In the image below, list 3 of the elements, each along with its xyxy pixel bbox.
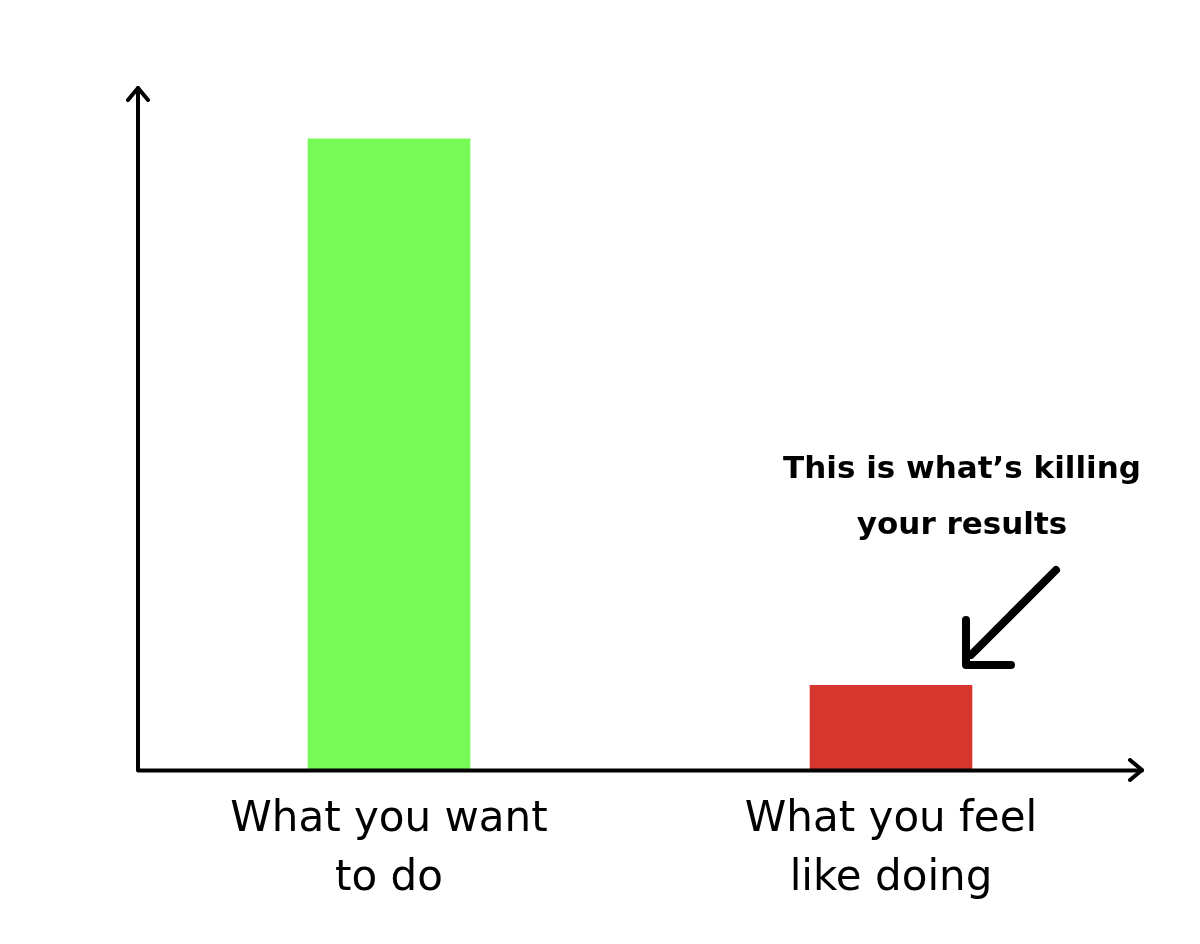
x-tick-label: What you feel like doing — [744, 791, 1038, 900]
x-tick-label: What you want to do — [230, 791, 548, 900]
annotation: This is what’s killing your results — [783, 449, 1141, 541]
